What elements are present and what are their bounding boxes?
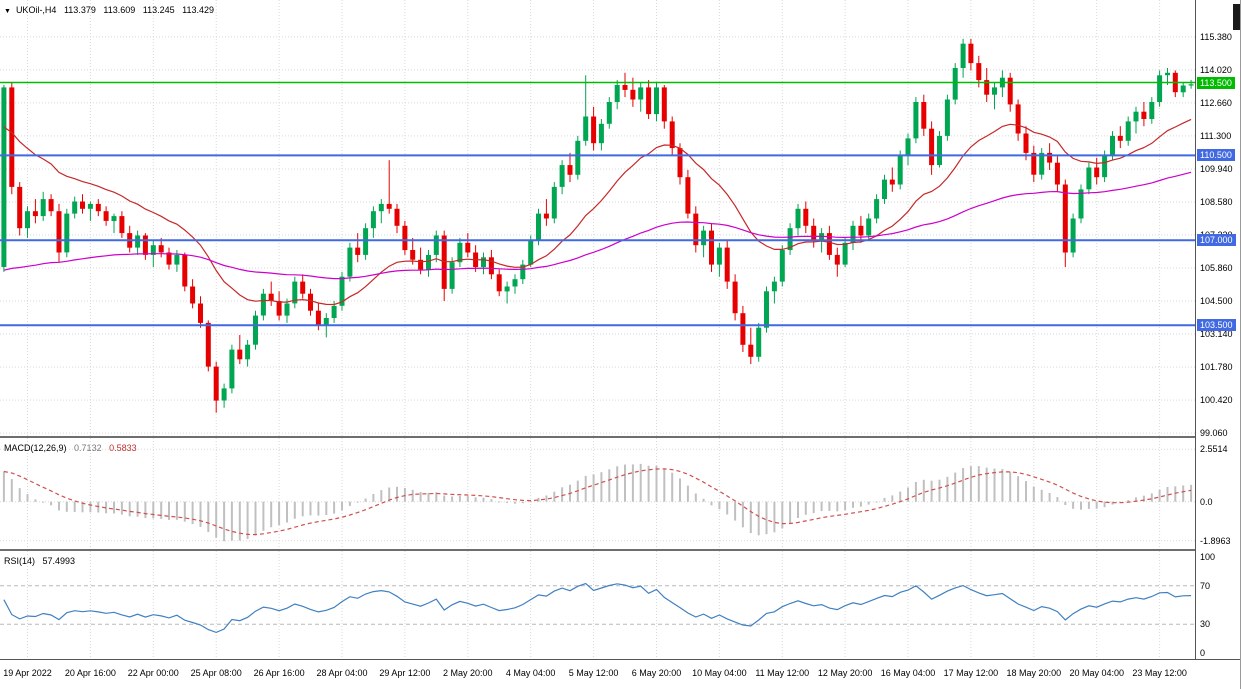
time-axis-label: 4 May 04:00 (505, 668, 556, 678)
price-axis-label: 104.500 (1200, 296, 1233, 307)
rsi-axis-label: 30 (1200, 619, 1211, 630)
macd-axis-label: -1.8963 (1200, 535, 1231, 546)
macd-panel[interactable]: MACD(12,26,9) 0.7132 0.5833 (0, 438, 1195, 549)
time-axis-label: 28 Apr 04:00 (316, 668, 368, 678)
price-axis-label: 109.940 (1200, 163, 1233, 174)
ohlc-open: 113.379 (63, 5, 96, 15)
panel-separator[interactable] (0, 549, 1240, 551)
time-axis-label: 22 Apr 00:00 (127, 668, 179, 678)
time-axis-label: 11 May 12:00 (755, 668, 810, 678)
macd-title: MACD(12,26,9) (4, 443, 67, 453)
rsi-axis-label: 100 (1200, 552, 1216, 562)
ohlc-low: 113.245 (142, 5, 175, 15)
macd-main-value: 0.7132 (74, 443, 102, 453)
collapse-triangle-icon[interactable]: ▼ (4, 8, 11, 15)
rsi-chart[interactable] (0, 551, 1195, 659)
rsi-header: RSI(14) 57.4993 (4, 556, 80, 566)
time-axis-label: 29 Apr 12:00 (379, 668, 431, 678)
rsi-axis-label: 0 (1200, 648, 1206, 658)
time-axis-label: 26 Apr 16:00 (253, 668, 305, 678)
price-level-badge: 110.500 (1197, 149, 1235, 162)
panel-separator[interactable] (0, 436, 1240, 438)
time-axis-label: 19 Apr 2022 (3, 668, 52, 678)
time-axis-label: 6 May 20:00 (631, 668, 682, 678)
macd-chart[interactable] (0, 438, 1195, 549)
price-level-badge: 103.500 (1197, 319, 1236, 332)
macd-header: MACD(12,26,9) 0.7132 0.5833 (4, 443, 142, 453)
time-axis[interactable]: 19 Apr 2022 20 Apr 16:00 22 Apr 00:00 25 Ap… (0, 660, 1195, 689)
time-axis-border (0, 659, 1240, 660)
macd-axis-label: 0.0 (1200, 496, 1213, 507)
price-axis-label: 99.060 (1200, 428, 1228, 439)
price-axis-label: 115.380 (1200, 31, 1232, 42)
macd-signal-value: 0.5833 (109, 443, 137, 453)
price-axis-label: 108.580 (1200, 196, 1233, 207)
price-axis-label: 114.020 (1200, 64, 1232, 75)
rsi-panel[interactable]: RSI(14) 57.4993 (0, 551, 1195, 659)
price-axis-label: 101.780 (1200, 362, 1233, 373)
time-axis-label: 2 May 20:00 (443, 668, 493, 678)
time-axis-label: 12 May 20:00 (817, 668, 873, 678)
main-chart-panel[interactable]: ▼ UKOil-,H4 113.379 113.609 113.245 113.4… (0, 0, 1195, 436)
ohlc-high: 113.609 (103, 5, 136, 15)
symbol-timeframe-label: UKOil-,H4 (15, 5, 57, 15)
time-axis-label: 23 May 12:00 (1132, 668, 1187, 678)
time-axis-label: 16 May 04:00 (880, 668, 936, 678)
time-axis-label: 18 May 20:00 (1006, 668, 1062, 678)
macd-axis-label: 2.5514 (1200, 444, 1228, 455)
price-axis-label: 100.420 (1200, 395, 1233, 406)
price-axis-label: 112.660 (1200, 97, 1232, 108)
scrollbar-thumb[interactable] (1233, 4, 1240, 30)
time-axis-label: 5 May 12:00 (568, 668, 619, 678)
time-axis-label: 10 May 04:00 (692, 668, 747, 678)
candlestick-chart[interactable] (0, 0, 1195, 436)
price-axis-label: 111.300 (1200, 130, 1232, 141)
time-axis-label: 20 Apr 16:00 (64, 668, 116, 678)
time-axis-label: 25 Apr 08:00 (190, 668, 242, 678)
time-axis-label: 17 May 12:00 (943, 668, 999, 678)
price-level-badge: 113.500 (1197, 76, 1235, 89)
price-axis-label: 103.140 (1200, 329, 1233, 340)
time-axis-label: 20 May 04:00 (1069, 668, 1124, 678)
rsi-axis-label: 70 (1200, 580, 1211, 591)
price-level-badge: 107.000 (1197, 234, 1236, 247)
chart-header: ▼ UKOil-,H4 113.379 113.609 113.245 113.4… (4, 5, 219, 15)
rsi-value: 57.4993 (42, 556, 76, 566)
price-axis[interactable]: 115.380 114.020 112.660 111.300 109.940 108.5… (1195, 0, 1240, 659)
rsi-title: RSI(14) (4, 556, 36, 566)
ohlc-close: 113.429 (182, 5, 215, 15)
price-axis-label: 105.860 (1200, 263, 1233, 273)
